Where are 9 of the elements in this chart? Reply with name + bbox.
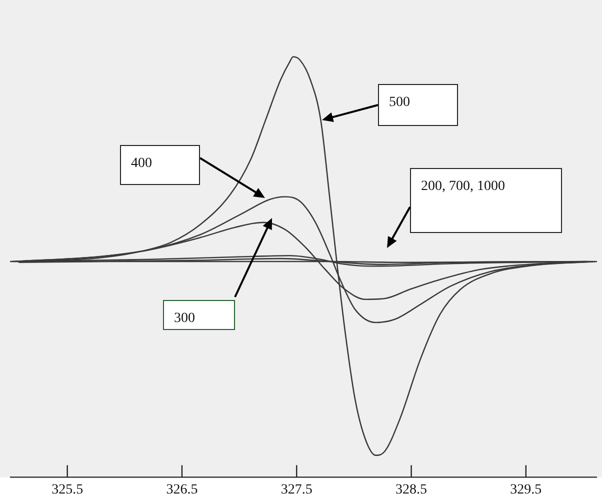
callout-box: 500 [378, 84, 458, 126]
x-tick-label: 325.5 [52, 482, 84, 498]
callout-box: 300 [163, 300, 235, 330]
x-tick-label: 328.5 [396, 482, 428, 498]
callout-box: 400 [120, 145, 200, 185]
x-tick-label: 327.5 [280, 482, 312, 498]
x-tick-label: 326.5 [166, 482, 198, 498]
x-tick-label: 329.5 [510, 482, 542, 498]
callout-box: 200, 700, 1000 [410, 168, 562, 233]
